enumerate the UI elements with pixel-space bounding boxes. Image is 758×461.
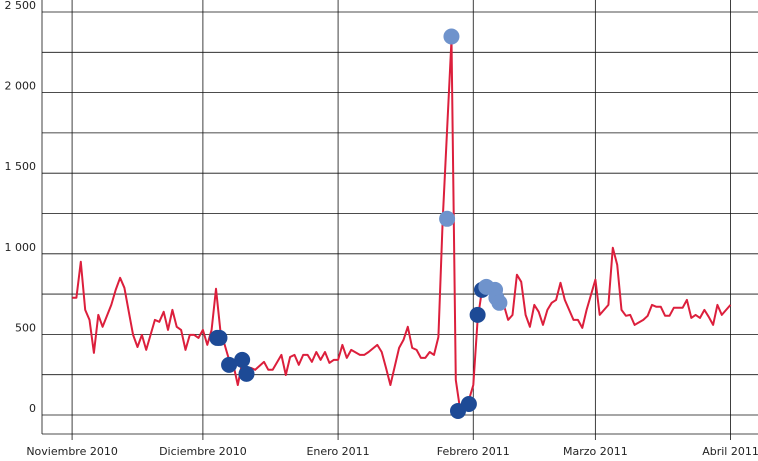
marker (443, 28, 460, 45)
x-tick-label: Enero 2011 (306, 445, 369, 458)
marker (211, 329, 228, 346)
y-tick-label: 500 (15, 321, 36, 334)
marker (221, 356, 238, 373)
x-tick-label: Febrero 2011 (437, 445, 510, 458)
x-tick-label: Diciembre 2010 (159, 445, 247, 458)
marker (238, 365, 255, 382)
x-tick-label: Noviembre 2010 (26, 445, 118, 458)
line (72, 38, 732, 411)
y-tick-label: 0 (29, 402, 36, 415)
x-tick-label: Marzo 2011 (563, 445, 628, 458)
y-tick-label: 1 500 (5, 160, 37, 173)
y-tick-label: 2 500 (5, 0, 37, 12)
marker (469, 306, 486, 323)
y-tick-label: 1 000 (5, 241, 37, 254)
marker (491, 294, 508, 311)
y-tick-label: 2 000 (5, 80, 37, 93)
x-tick-label: Abril 2011 (702, 445, 758, 458)
marker (234, 351, 251, 368)
marker (439, 210, 456, 227)
marker (460, 396, 477, 413)
